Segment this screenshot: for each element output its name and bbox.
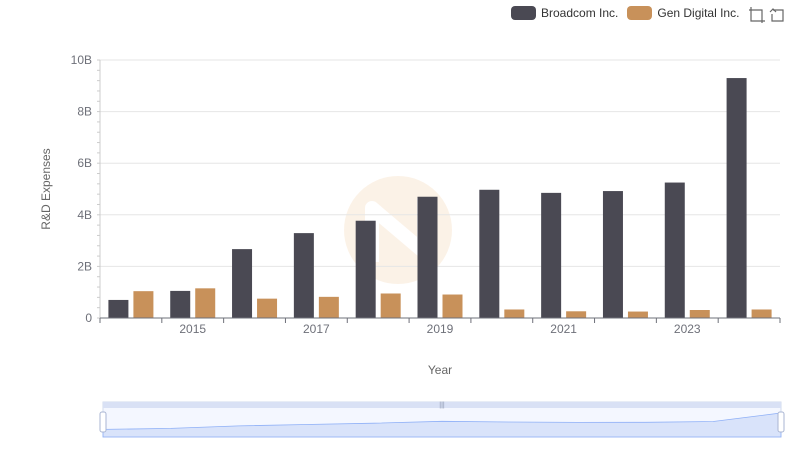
y-tick-label: 10B — [71, 53, 92, 67]
x-tick-label: 2023 — [674, 322, 701, 336]
legend-swatch-gen-digital — [627, 6, 653, 20]
grid-lines — [100, 59, 780, 267]
slider-grip-icon[interactable]: ||| — [439, 402, 445, 409]
bar-broadcom-2016 — [232, 249, 253, 318]
bar-gen-digital-2018 — [380, 293, 401, 318]
bar-broadcom-2020 — [479, 189, 500, 318]
bar-broadcom-2022 — [602, 191, 623, 318]
slider-top-bar[interactable] — [103, 402, 781, 408]
legend-swatch-broadcom — [511, 6, 536, 20]
slider-right-handle[interactable] — [777, 411, 785, 433]
slider-left-handle[interactable] — [99, 411, 107, 433]
legend-item-broadcom[interactable]: Broadcom Inc. — [511, 6, 618, 20]
bar-gen-digital-2017 — [318, 296, 339, 318]
bar-gen-digital-2016 — [257, 298, 278, 318]
y-tick-label: 2B — [77, 259, 92, 273]
legend-item-gen-digital[interactable]: Gen Digital Inc. — [627, 6, 739, 20]
restore-icon — [769, 8, 784, 22]
bar-gen-digital-2020 — [504, 309, 525, 318]
y-axis: 0 2B 4B 6B 8B 10B — [71, 53, 101, 325]
x-tick-label: 2019 — [427, 322, 454, 336]
y-tick-label: 4B — [77, 208, 92, 222]
bar-broadcom-2023 — [664, 182, 685, 318]
legend-label-gen-digital: Gen Digital Inc. — [657, 6, 740, 20]
toolbox — [746, 6, 786, 24]
bar-gen-digital-2022 — [627, 311, 648, 318]
bar-broadcom-2024 — [726, 78, 747, 318]
bar-broadcom-2021 — [541, 192, 562, 318]
bar-broadcom-2015 — [170, 290, 191, 318]
y-axis-title: R&D Expenses — [39, 148, 53, 229]
bar-gen-digital-2023 — [689, 310, 710, 318]
x-tick-label: 2017 — [303, 322, 330, 336]
y-tick-label: 8B — [77, 105, 92, 119]
x-tick-label: 2015 — [179, 322, 206, 336]
bar-broadcom-2019 — [417, 196, 438, 318]
slider-preview-area — [102, 412, 782, 438]
data-zoom-slider[interactable]: ||| — [99, 401, 785, 438]
x-axis-title: Year — [428, 363, 452, 377]
zoom-icon — [749, 7, 765, 23]
legend-label-broadcom: Broadcom Inc. — [541, 6, 619, 20]
x-tick-label: 2021 — [550, 322, 577, 336]
bars — [108, 78, 772, 318]
bar-gen-digital-2024 — [751, 309, 772, 318]
bar-broadcom-2014 — [108, 299, 129, 318]
bar-gen-digital-2015 — [195, 288, 216, 318]
y-tick-label: 0 — [85, 311, 92, 325]
bar-gen-digital-2019 — [442, 294, 463, 318]
y-tick-label: 6B — [77, 156, 92, 170]
legend: Broadcom Inc. Gen Digital Inc. — [511, 5, 748, 21]
x-axis: 2015 2017 2019 2021 2023 — [99, 317, 781, 336]
bar-gen-digital-2014 — [133, 291, 154, 318]
zoom-button[interactable] — [748, 6, 766, 24]
bar-broadcom-2018 — [355, 220, 376, 318]
bar-broadcom-2017 — [293, 233, 314, 318]
restore-button[interactable] — [768, 6, 786, 24]
bar-gen-digital-2021 — [566, 311, 587, 318]
